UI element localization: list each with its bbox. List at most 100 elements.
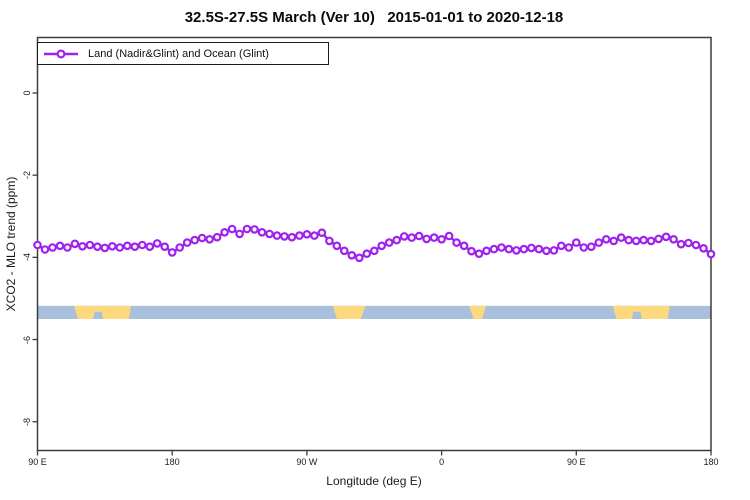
legend-label: Land (Nadir&Glint) and Ocean (Glint) xyxy=(88,47,269,60)
data-point xyxy=(227,224,237,234)
x-tick-label: 0 xyxy=(439,457,445,467)
y-tick-label: -4 xyxy=(22,253,32,262)
data-point xyxy=(362,249,372,259)
data-point xyxy=(467,246,476,256)
data-point xyxy=(601,235,611,244)
data-point xyxy=(108,242,117,251)
data-point xyxy=(205,235,214,244)
land-segment xyxy=(332,305,366,319)
data-point xyxy=(70,239,80,249)
data-point xyxy=(78,242,87,251)
data-point xyxy=(669,235,678,244)
data-point xyxy=(354,253,364,263)
data-point xyxy=(384,238,394,247)
data-point xyxy=(556,241,566,251)
data-point xyxy=(407,233,417,242)
ocean-notch xyxy=(631,311,642,319)
data-point xyxy=(317,228,327,238)
data-point xyxy=(504,244,514,254)
land-segment xyxy=(74,305,132,319)
data-point xyxy=(414,231,424,241)
data-point xyxy=(489,244,499,254)
data-point xyxy=(369,246,379,256)
data-point xyxy=(549,246,559,255)
data-point xyxy=(392,235,402,245)
data-point xyxy=(347,251,357,260)
data-point xyxy=(63,243,72,252)
data-point xyxy=(182,238,192,247)
data-point xyxy=(654,234,663,244)
x-tick-label: 90 E xyxy=(28,457,47,467)
data-point xyxy=(152,239,162,248)
legend: Land (Nadir&Glint) and Ocean (Glint) xyxy=(37,42,329,65)
data-point xyxy=(93,242,102,252)
x-axis-label: Longitude (deg E) xyxy=(326,474,422,488)
data-point xyxy=(310,231,319,240)
data-point xyxy=(699,244,708,253)
data-point xyxy=(242,224,252,234)
data-point xyxy=(497,243,506,252)
data-point xyxy=(519,244,529,254)
data-point xyxy=(691,240,701,250)
data-point xyxy=(422,234,431,244)
y-tick-label: -2 xyxy=(22,171,32,180)
x-tick-label: 180 xyxy=(703,457,719,467)
data-point xyxy=(639,235,648,245)
data-point xyxy=(250,225,259,234)
data-point xyxy=(33,240,42,250)
data-point xyxy=(48,243,57,252)
data-point xyxy=(684,238,693,248)
data-point xyxy=(482,246,491,256)
data-point xyxy=(160,242,170,252)
data-point xyxy=(564,243,574,252)
data-point xyxy=(130,242,140,252)
data-point xyxy=(459,241,469,251)
data-point xyxy=(212,232,222,242)
data-point xyxy=(280,232,289,241)
x-tick-label: 90 W xyxy=(296,457,318,467)
data-point xyxy=(631,236,641,246)
data-point xyxy=(220,228,229,237)
data-point xyxy=(377,241,387,251)
data-point xyxy=(594,238,604,247)
data-point xyxy=(175,243,185,252)
y-tick-label: -6 xyxy=(22,335,32,344)
data-point xyxy=(542,246,551,256)
data-point xyxy=(167,248,177,257)
data-point xyxy=(339,246,349,256)
data-point xyxy=(115,243,125,252)
data-point xyxy=(145,242,155,252)
data-point xyxy=(197,233,207,243)
y-tick-label: -8 xyxy=(22,417,32,426)
data-point xyxy=(534,244,544,254)
data-point xyxy=(646,236,656,246)
data-point xyxy=(265,229,274,239)
data-point xyxy=(586,242,596,252)
x-tick-label: 180 xyxy=(164,457,180,467)
data-point xyxy=(235,229,244,239)
data-point xyxy=(302,230,312,239)
data-point xyxy=(295,231,304,240)
data-point xyxy=(332,241,342,251)
data-point xyxy=(85,240,95,250)
ocean-band xyxy=(37,305,711,319)
data-point xyxy=(527,243,536,253)
data-point xyxy=(325,236,334,246)
data-point xyxy=(272,231,282,240)
data-point xyxy=(444,231,454,241)
data-point xyxy=(287,232,297,242)
data-point xyxy=(609,236,619,246)
data-point xyxy=(429,233,439,242)
data-point xyxy=(661,232,671,242)
data-point xyxy=(616,233,626,242)
data-point xyxy=(40,245,50,254)
data-point xyxy=(571,238,581,247)
data-point xyxy=(579,243,589,252)
data-point xyxy=(257,228,267,237)
ocean-notch xyxy=(93,311,104,319)
y-tick-label: 0 xyxy=(22,90,32,96)
data-point xyxy=(512,246,521,255)
data-point xyxy=(399,232,409,241)
